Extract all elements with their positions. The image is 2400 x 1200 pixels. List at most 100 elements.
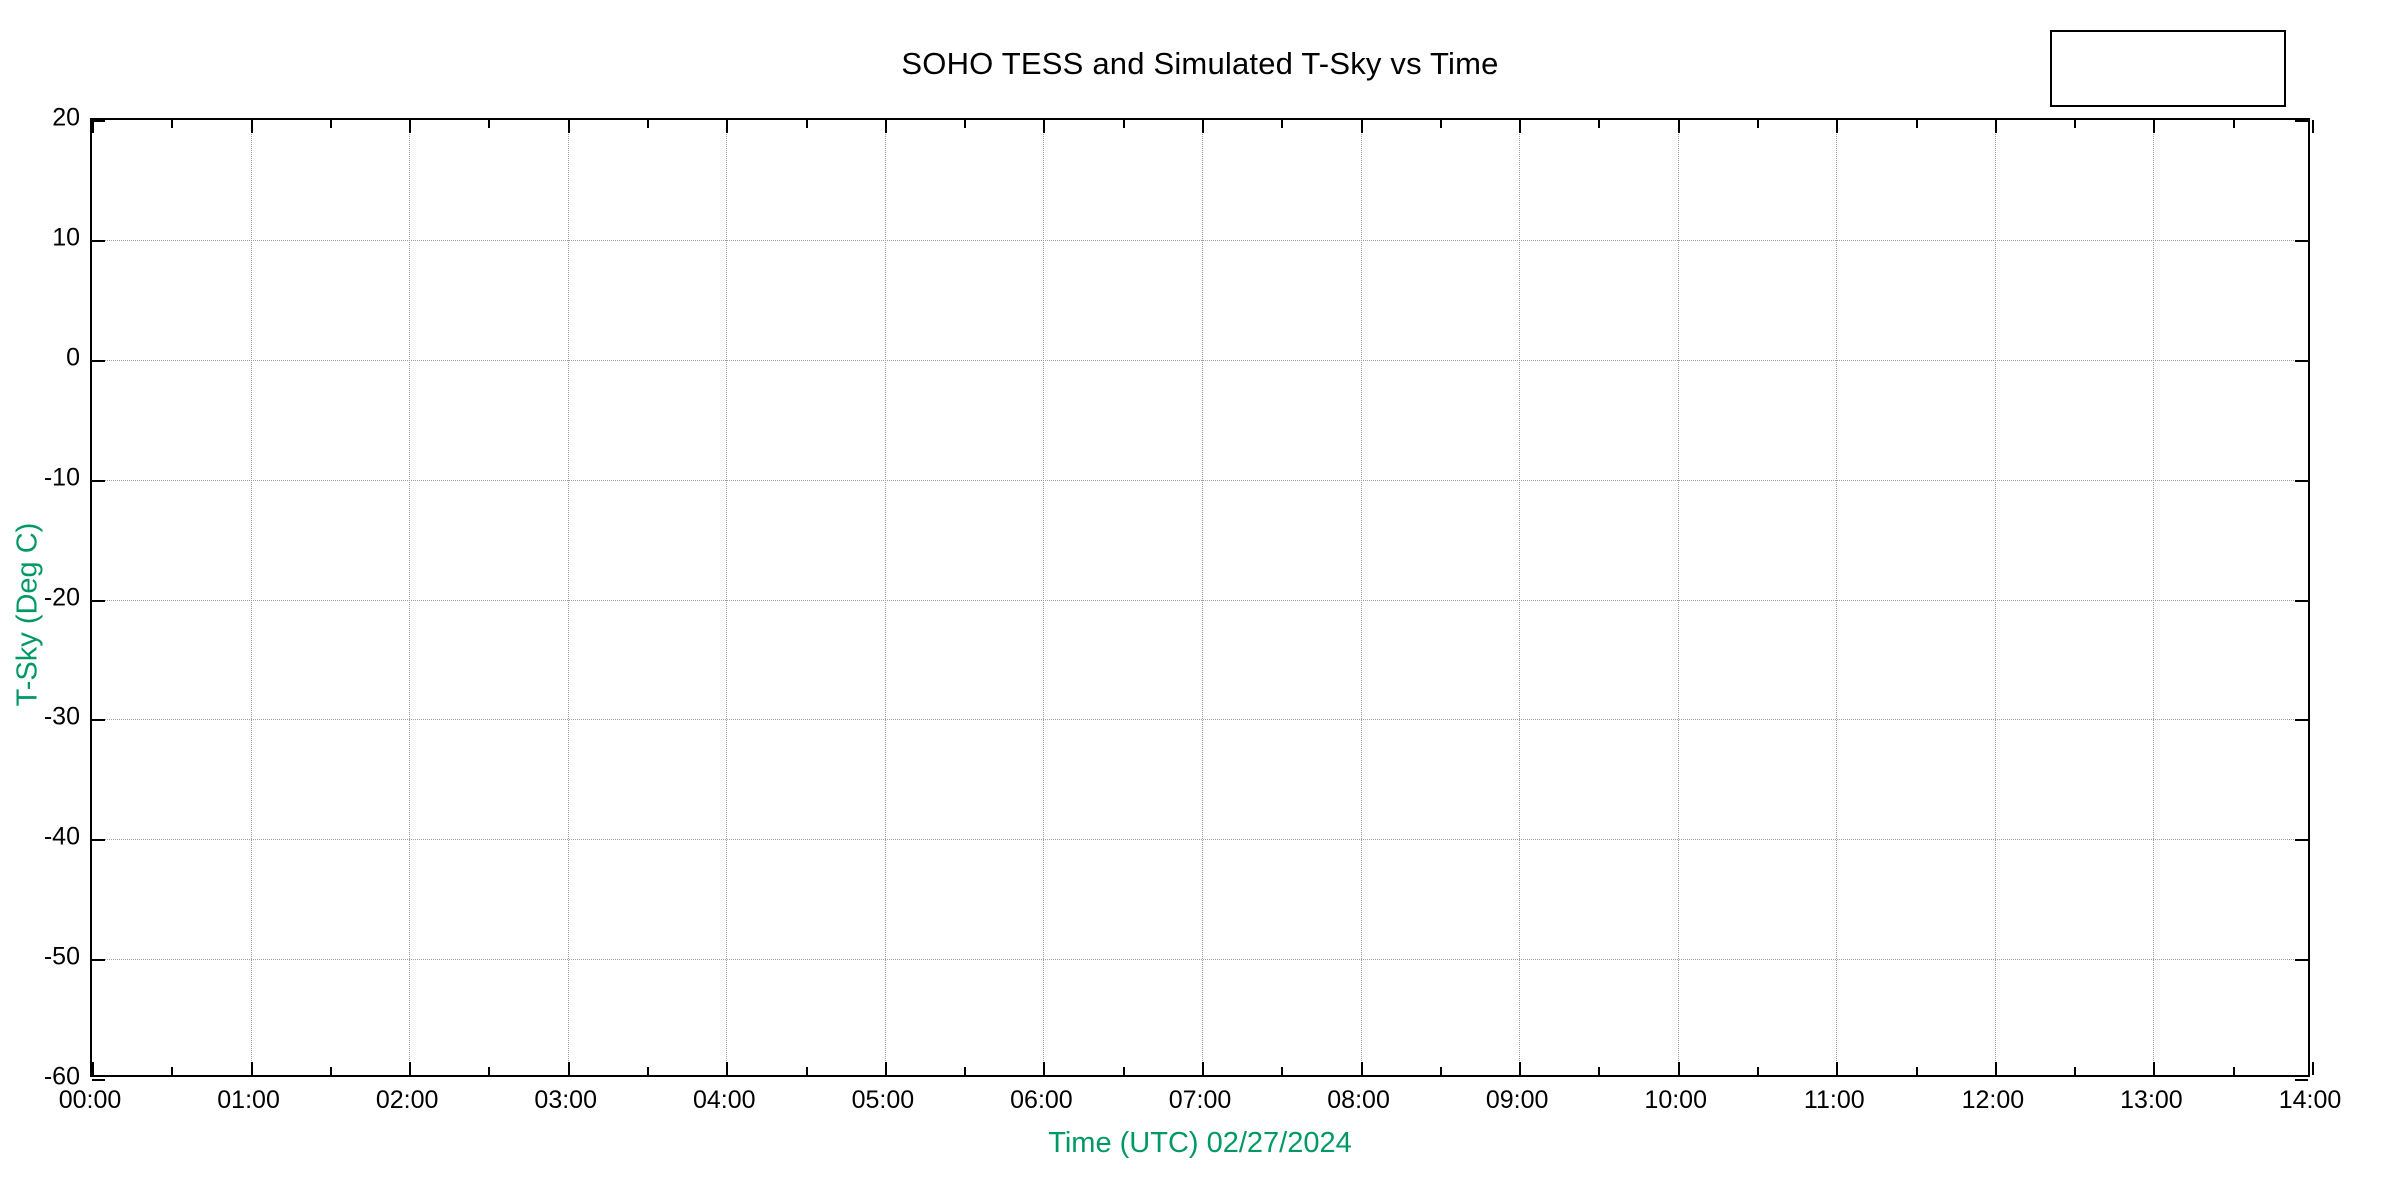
gridline-vertical	[2153, 120, 2155, 1075]
x-axis-tick-label: 12:00	[1961, 1086, 2025, 1114]
y-axis-tick-major	[2295, 599, 2308, 602]
x-axis-tick-major	[2312, 120, 2314, 133]
y-axis-tick-label: -40	[43, 822, 80, 851]
x-axis-tick-major	[1043, 1062, 1046, 1075]
x-axis-tick-label: 08:00	[1327, 1086, 1390, 1114]
y-axis-tick-major	[2295, 359, 2308, 362]
y-axis-tick-major	[92, 1079, 105, 1081]
legend-entries	[2052, 32, 2284, 105]
gridline-vertical	[250, 120, 252, 1075]
x-axis-tick-major	[1360, 1062, 1363, 1075]
x-axis-tick-major	[92, 120, 94, 133]
x-axis-tick-major	[726, 1062, 729, 1075]
x-axis-tick-major	[2312, 1062, 2314, 1075]
gridline-vertical	[1994, 120, 1996, 1075]
legend-box	[2050, 30, 2286, 107]
gridline-horizontal	[92, 239, 2308, 241]
x-axis-tick-major	[567, 1062, 570, 1075]
x-axis-tick-minor	[1281, 1067, 1284, 1075]
x-axis-tick-minor	[329, 1067, 332, 1075]
x-axis-tick-minor	[488, 120, 491, 128]
x-axis-tick-minor	[329, 120, 332, 128]
y-axis-tick-labels: 20 10 0 -10 -20 -30 -40 -50 -60	[0, 104, 80, 1091]
y-axis-tick-major	[92, 719, 105, 722]
y-axis-tick-label: -30	[43, 702, 80, 731]
x-axis-tick-minor	[2074, 120, 2077, 128]
x-axis-tick-major	[92, 1062, 94, 1075]
x-axis-tick-minor	[964, 120, 967, 128]
x-axis-tick-minor	[1757, 1067, 1759, 1075]
gridline-horizontal	[92, 839, 2308, 841]
x-axis-title: Time (UTC) 02/27/2024	[1048, 1127, 1352, 1159]
gridline-vertical	[726, 120, 728, 1075]
gridline-vertical	[1836, 120, 1838, 1075]
x-axis-tick-major	[1836, 1062, 1839, 1075]
data-series-layer	[92, 120, 2308, 1075]
x-axis-tick-major	[1519, 120, 1522, 133]
x-axis-tick-minor	[2074, 1067, 2077, 1075]
gridline-vertical	[409, 120, 411, 1075]
x-axis-tick-major	[1677, 1062, 1680, 1075]
y-axis-tick-label: -60	[43, 1062, 80, 1091]
y-axis-tick-major	[2295, 239, 2308, 242]
x-axis-tick-major	[1360, 120, 1363, 133]
x-axis-tick-label: 04:00	[693, 1086, 756, 1114]
gridline-vertical	[1360, 120, 1362, 1075]
page-title: SOHO TESS and Simulated T-Sky vs Time	[901, 46, 1499, 81]
gridline-vertical	[1202, 120, 1203, 1075]
x-axis-tick-minor	[1439, 120, 1442, 128]
x-axis-tick-minor	[171, 1067, 174, 1075]
x-axis-tick-label: 10:00	[1644, 1086, 1707, 1114]
x-axis-tick-minor	[1439, 1067, 1442, 1075]
x-axis-tick-minor	[1122, 1067, 1125, 1075]
x-axis-tick-label: 13:00	[2120, 1086, 2183, 1114]
x-axis-tick-minor	[647, 1067, 649, 1075]
y-axis-tick-major	[2295, 839, 2308, 842]
y-axis-tick-label: -50	[43, 942, 80, 971]
x-axis-tick-label: 11:00	[1803, 1086, 1865, 1114]
gridline-vertical	[567, 120, 569, 1075]
x-axis-tick-major	[2153, 1062, 2156, 1075]
x-axis-tick-label: 02:00	[375, 1086, 439, 1114]
x-axis-tick-label: 05:00	[851, 1086, 915, 1114]
gridline-horizontal	[92, 599, 2308, 601]
y-axis-tick-major	[2295, 719, 2308, 722]
y-axis-tick-major	[2295, 959, 2308, 962]
x-axis-tick-major	[1519, 1062, 1522, 1075]
x-axis-tick-minor	[1757, 120, 1759, 128]
gridline-horizontal	[92, 359, 2308, 361]
x-axis-tick-minor	[1598, 1067, 1601, 1075]
x-axis-tick-major	[250, 120, 253, 133]
x-axis-tick-major	[1994, 120, 1997, 133]
y-axis-tick-major	[92, 120, 105, 122]
x-axis-tick-major	[250, 1062, 253, 1075]
x-axis-tick-minor	[805, 120, 808, 128]
x-axis-tick-minor	[1915, 120, 1918, 128]
x-axis-tick-major	[1677, 120, 1680, 133]
x-axis-tick-major	[884, 1062, 887, 1075]
x-axis-tick-minor	[1598, 120, 1601, 128]
gridline-vertical	[1677, 120, 1679, 1075]
y-axis-tick-label: 20	[52, 103, 80, 132]
y-axis-tick-label: -10	[43, 463, 80, 492]
gridline-horizontal	[92, 959, 2308, 961]
x-axis-tick-minor	[488, 1067, 491, 1075]
y-axis-tick-major	[92, 359, 105, 362]
x-axis-tick-major	[2153, 120, 2156, 133]
y-axis-tick-major	[2295, 120, 2308, 122]
x-axis-tick-label: 03:00	[534, 1086, 597, 1114]
x-axis-tick-label: 09:00	[1485, 1086, 1549, 1114]
y-axis-tick-major	[92, 959, 105, 962]
y-axis-tick-label: -20	[43, 583, 80, 611]
y-axis-tick-major	[92, 239, 105, 242]
x-axis-tick-minor	[1281, 120, 1284, 128]
x-axis-tick-major	[1202, 1062, 1204, 1075]
x-axis-tick-label: 06:00	[1010, 1086, 1073, 1114]
y-axis-tick-major	[92, 479, 105, 482]
gridlines	[92, 120, 2308, 1075]
y-axis-tick-label: 0	[66, 343, 80, 372]
x-axis-tick-major	[884, 120, 887, 133]
x-axis-tick-minor	[1915, 1067, 1918, 1075]
y-axis-tick-major	[92, 599, 105, 602]
